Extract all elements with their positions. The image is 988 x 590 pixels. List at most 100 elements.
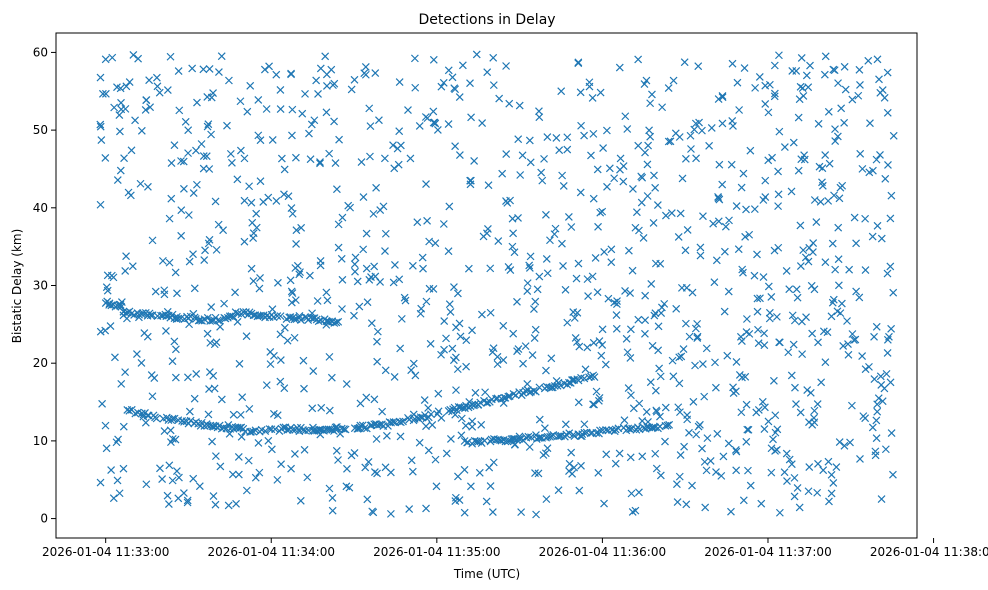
clutter-point bbox=[240, 196, 249, 205]
clutter-point bbox=[121, 368, 130, 377]
clutter-point bbox=[623, 348, 632, 357]
track-1-point bbox=[213, 316, 222, 325]
clutter-point bbox=[477, 420, 486, 429]
clutter-point bbox=[706, 456, 715, 465]
clutter-point bbox=[641, 329, 649, 338]
track-2-point bbox=[152, 414, 161, 423]
clutter-point bbox=[675, 472, 684, 481]
track-2-point bbox=[590, 373, 599, 381]
track-2-point bbox=[131, 409, 140, 418]
clutter-point bbox=[234, 470, 243, 479]
clutter-point bbox=[223, 121, 231, 130]
clutter-point bbox=[346, 203, 355, 212]
clutter-point bbox=[793, 293, 802, 302]
clutter-point bbox=[828, 298, 837, 307]
clutter-point bbox=[425, 237, 434, 246]
clutter-point bbox=[737, 408, 746, 417]
clutter-point bbox=[587, 151, 595, 160]
clutter-point bbox=[430, 118, 439, 127]
clutter-point bbox=[770, 89, 779, 98]
clutter-point bbox=[732, 466, 741, 475]
clutter-point bbox=[627, 489, 636, 498]
clutter-point bbox=[158, 256, 167, 265]
clutter-point bbox=[825, 497, 833, 506]
clutter-point bbox=[698, 126, 706, 135]
clutter-point bbox=[758, 397, 767, 406]
clutter-point bbox=[628, 266, 637, 275]
clutter-point bbox=[589, 400, 597, 409]
clutter-point bbox=[325, 352, 334, 361]
clutter-point bbox=[698, 360, 707, 368]
clutter-point bbox=[458, 61, 467, 70]
clutter-point bbox=[760, 425, 769, 433]
clutter-point bbox=[373, 327, 382, 336]
clutter-point bbox=[287, 464, 295, 473]
clutter-point bbox=[807, 281, 816, 290]
clutter-point bbox=[814, 338, 822, 347]
clutter-point bbox=[595, 394, 604, 402]
clutter-point bbox=[297, 223, 306, 232]
clutter-point bbox=[489, 81, 498, 90]
clutter-point bbox=[612, 324, 621, 333]
clutter-point bbox=[233, 175, 242, 184]
track-2-point bbox=[249, 427, 257, 436]
track-3-point bbox=[463, 438, 472, 447]
clutter-point bbox=[714, 217, 723, 226]
y-tick-label: 0 bbox=[40, 512, 48, 526]
clutter-point bbox=[669, 76, 678, 85]
clutter-point bbox=[363, 495, 372, 504]
clutter-point bbox=[255, 468, 264, 477]
clutter-point bbox=[804, 487, 813, 496]
clutter-point bbox=[170, 141, 179, 150]
clutter-point bbox=[861, 414, 870, 423]
clutter-point bbox=[644, 141, 653, 150]
clutter-point bbox=[790, 492, 799, 501]
clutter-point bbox=[451, 353, 460, 362]
clutter-point bbox=[693, 332, 702, 341]
track-2-point bbox=[434, 407, 443, 416]
clutter-point bbox=[594, 222, 602, 231]
clutter-point bbox=[174, 67, 183, 75]
clutter-point bbox=[832, 463, 841, 471]
clutter-point bbox=[486, 482, 495, 490]
clutter-point bbox=[147, 371, 156, 379]
clutter-point bbox=[132, 350, 141, 359]
clutter-point bbox=[117, 379, 126, 388]
clutter-point bbox=[667, 209, 676, 218]
clutter-point bbox=[227, 158, 236, 167]
clutter-point bbox=[638, 452, 647, 461]
track-2-point bbox=[247, 427, 255, 436]
track-2-point bbox=[504, 392, 513, 401]
clutter-point bbox=[331, 159, 340, 168]
track-2-point bbox=[356, 421, 365, 430]
clutter-point bbox=[508, 214, 517, 223]
clutter-point bbox=[819, 466, 828, 475]
clutter-point bbox=[299, 356, 308, 365]
clutter-point bbox=[417, 304, 426, 313]
clutter-point bbox=[373, 337, 381, 346]
clutter-point bbox=[192, 369, 201, 378]
clutter-point bbox=[493, 360, 502, 369]
track-2-point bbox=[261, 427, 270, 436]
clutter-point bbox=[870, 332, 878, 341]
clutter-point bbox=[472, 50, 481, 59]
track-2-point bbox=[580, 374, 589, 383]
clutter-point bbox=[702, 466, 711, 475]
clutter-point bbox=[240, 154, 249, 163]
track-1-point bbox=[273, 312, 282, 320]
clutter-point bbox=[325, 484, 334, 493]
clutter-point bbox=[846, 438, 854, 447]
clutter-point bbox=[543, 269, 552, 278]
track-2-point bbox=[293, 423, 302, 432]
clutter-point bbox=[460, 508, 469, 517]
clutter-point bbox=[370, 395, 379, 404]
clutter-point bbox=[727, 160, 736, 169]
clutter-point bbox=[499, 356, 508, 364]
clutter-point bbox=[140, 329, 149, 337]
clutter-point bbox=[691, 361, 699, 370]
clutter-point bbox=[506, 266, 515, 274]
track-3-point bbox=[596, 426, 604, 435]
clutter-point bbox=[685, 428, 693, 437]
clutter-point bbox=[400, 293, 409, 302]
clutter-point bbox=[506, 196, 515, 205]
